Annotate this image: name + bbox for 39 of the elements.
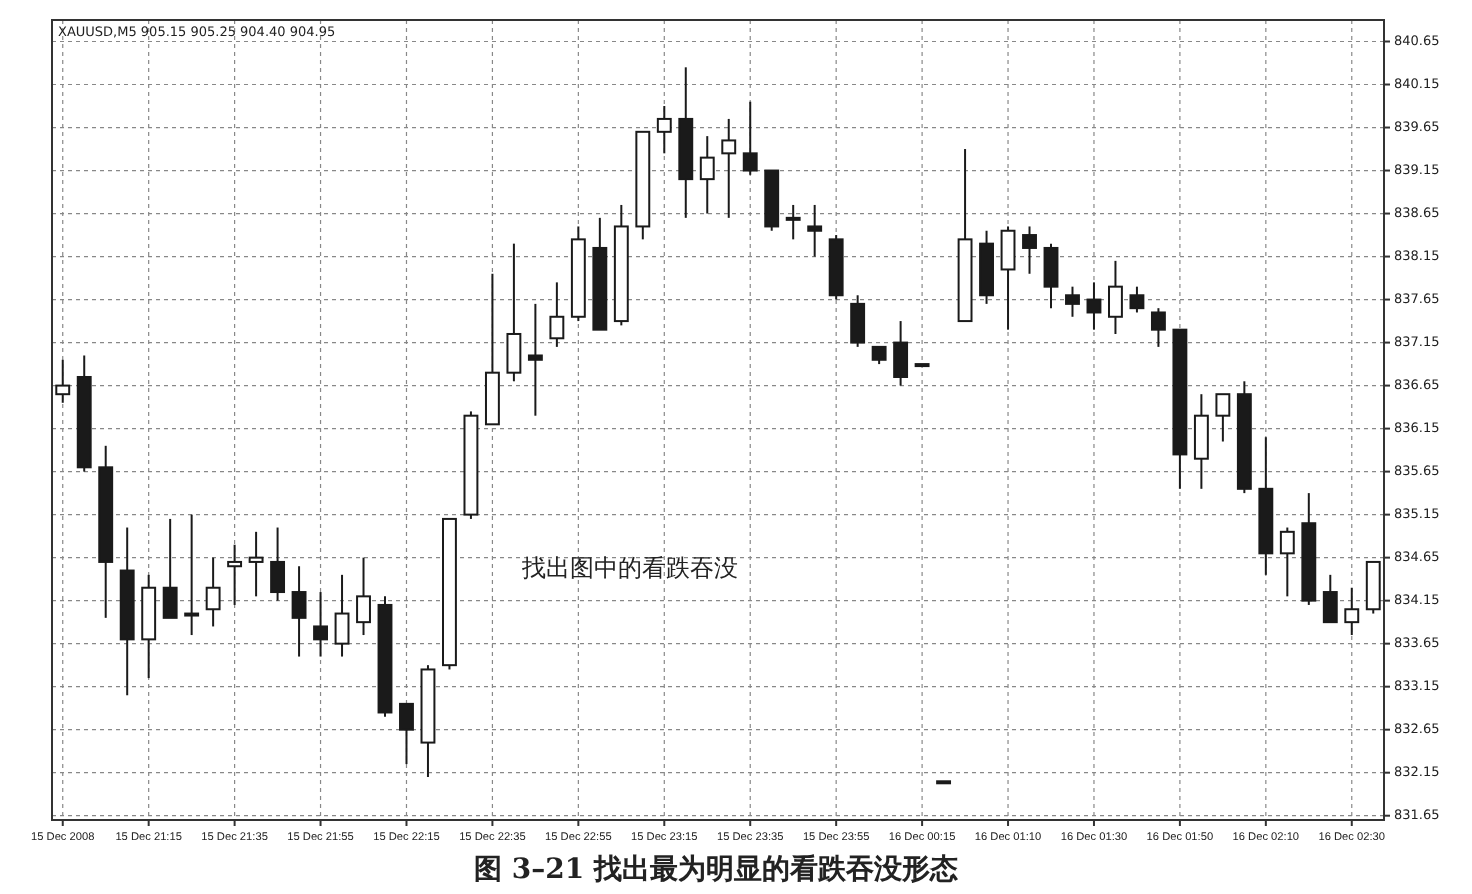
candlestick (162, 517, 178, 619)
candlestick (1193, 393, 1209, 490)
candlestick (527, 302, 543, 417)
candlestick (1279, 526, 1295, 598)
candlestick (270, 526, 286, 602)
candlestick (1043, 242, 1059, 310)
candlestick (807, 203, 823, 258)
candlestick (850, 294, 866, 348)
candlestick (656, 105, 672, 155)
candlestick (721, 117, 737, 219)
candlestick (893, 320, 909, 387)
candlestick (291, 565, 307, 658)
candlestick (1065, 285, 1080, 318)
candlestick (1000, 225, 1016, 331)
candlestick (742, 100, 758, 176)
candlestick (1150, 307, 1166, 348)
caption: 图 3–21 找出最为明显的看跌吞没形态 (474, 852, 958, 886)
candlestick (248, 530, 264, 598)
candlestick (506, 242, 522, 383)
candlestick (313, 591, 328, 658)
candlestick (1215, 393, 1231, 443)
candlestick (399, 702, 414, 766)
candlestick (334, 573, 350, 658)
candlestick (356, 556, 371, 637)
candlestick (1086, 281, 1102, 331)
candlestick (699, 135, 715, 215)
candlestick (205, 556, 221, 628)
candlestick (184, 513, 200, 637)
candlestick (1365, 560, 1381, 615)
candlestick (785, 203, 801, 241)
candlestick (1022, 225, 1037, 275)
annotation: 找出图中的看跌吞没 (520, 554, 738, 582)
candlestick (1129, 285, 1145, 314)
candlestick (55, 358, 71, 404)
candlestick (549, 281, 565, 348)
candlestick (227, 543, 243, 606)
candlestick (1344, 586, 1360, 637)
candlestick (1108, 259, 1123, 335)
candlestick (1322, 573, 1338, 624)
